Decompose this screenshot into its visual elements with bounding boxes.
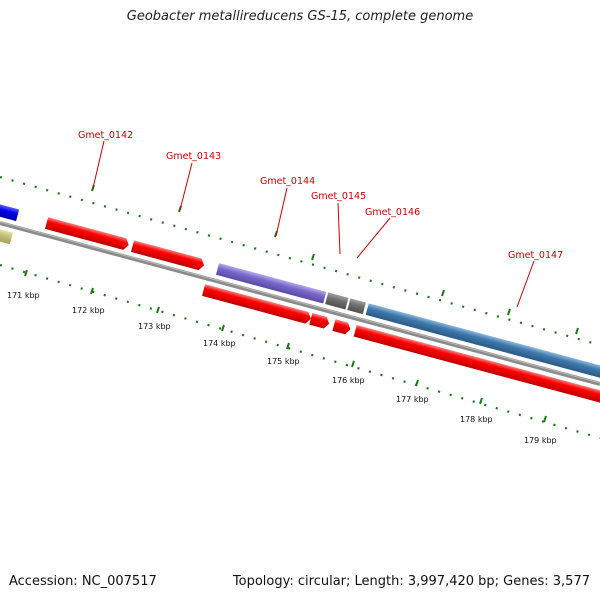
scale-tick-label: 174 kbp: [203, 339, 236, 348]
map-title: Geobacter metallireducens GS-15, complet…: [126, 9, 474, 24]
gene-feature: [45, 217, 129, 250]
scale-tick-label: 173 kbp: [138, 322, 171, 331]
gene-feature: [130, 240, 205, 271]
accession-text: Accession: NC_007517: [9, 574, 157, 589]
inner-dotted-track: [0, 263, 600, 440]
gene-label[interactable]: Gmet_0146: [365, 207, 420, 218]
gene-label[interactable]: Gmet_0142: [78, 130, 133, 141]
gene-feature: [309, 313, 330, 329]
genome-backbone: [0, 221, 600, 386]
gene-feature: [347, 298, 366, 315]
scale-tick-label: 178 kbp: [460, 415, 493, 424]
gene-feature: [353, 324, 600, 409]
gene-feature: [202, 284, 311, 324]
scale-tick-label: 177 kbp: [396, 395, 429, 404]
gene-feature: [215, 263, 327, 304]
inner-major-ticks: [24, 269, 547, 423]
gene-label[interactable]: Gmet_0144: [260, 176, 315, 187]
gene-label[interactable]: Gmet_0143: [166, 151, 221, 162]
gene-label-leaders: [92, 140, 535, 308]
genome-summary-text: Topology: circular; Length: 3,997,420 bp…: [232, 574, 590, 589]
gene-track: [0, 203, 600, 409]
scale-labels: 171 kbp 172 kbp 173 kbp 174 kbp 175 kbp …: [7, 291, 557, 445]
gene-feature: [332, 319, 351, 335]
gene-label[interactable]: Gmet_0145: [311, 191, 366, 202]
gene-feature: [0, 226, 13, 245]
gene-feature: [365, 303, 600, 386]
scale-tick-label: 172 kbp: [72, 306, 105, 315]
gene-labels: Gmet_0142 Gmet_0143 Gmet_0144 Gmet_0145 …: [78, 130, 563, 261]
scale-tick-label: 179 kbp: [524, 436, 557, 445]
scale-tick-label: 171 kbp: [7, 291, 40, 300]
gene-feature: [325, 292, 349, 310]
gene-label[interactable]: Gmet_0147: [508, 250, 563, 261]
scale-tick-label: 176 kbp: [332, 376, 365, 385]
gene-feature: [0, 203, 20, 222]
scale-tick-label: 175 kbp: [267, 357, 300, 366]
